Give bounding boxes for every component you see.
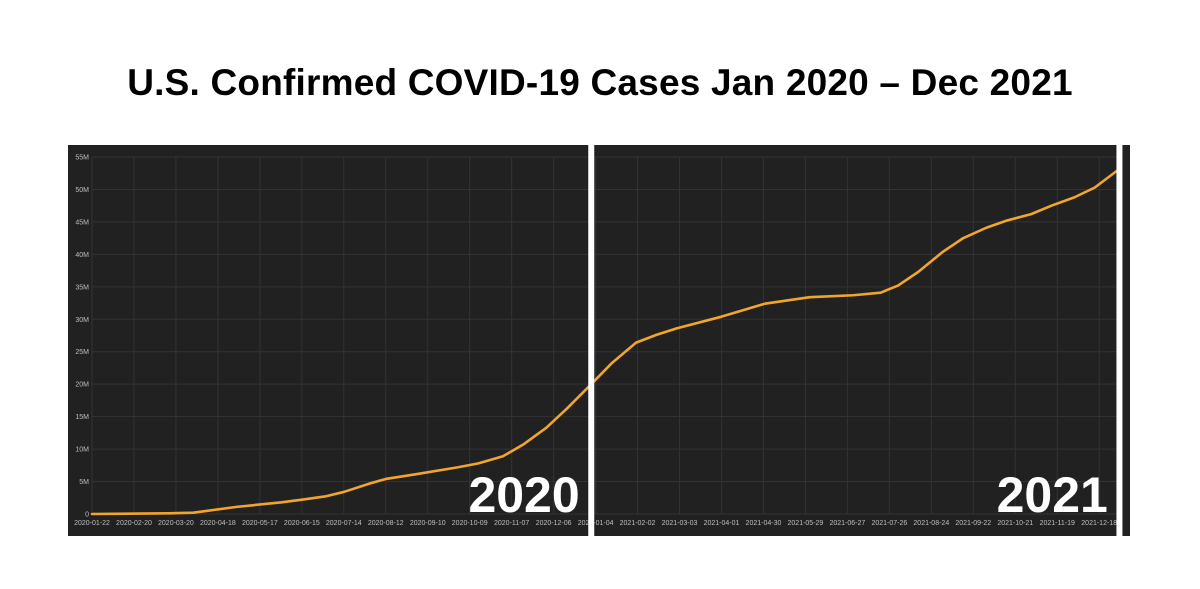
y-tick-label: 0: [85, 512, 89, 519]
y-tick-label: 50M: [75, 187, 89, 194]
x-tick-label: 2021-11-19: [1040, 520, 1075, 527]
x-tick-label: 2021-06-27: [829, 520, 865, 527]
x-axis: 2020-01-22 2020-02-20 2020-03-20 2020-04-18…: [74, 520, 1117, 527]
y-tick-label: 55M: [75, 155, 89, 162]
x-tick-label: 2021-04-01: [704, 520, 740, 527]
y-tick-label: 35M: [75, 284, 89, 291]
year-label-2020: 2020: [468, 467, 579, 523]
x-tick-label: 2020-12-06: [536, 520, 572, 527]
x-tick-label: 2020-08-12: [368, 520, 404, 527]
x-tick-label: 2020-09-10: [410, 520, 446, 527]
x-tick-label: 2020-06-15: [284, 520, 320, 527]
x-tick-label: 2020-02-20: [116, 520, 152, 527]
y-tick-label: 20M: [75, 382, 89, 389]
plot-background: [68, 145, 1130, 536]
x-tick-label: 2021-02-02: [620, 520, 656, 527]
year-divider: [588, 145, 595, 536]
y-tick-label: 25M: [75, 349, 89, 356]
y-tick-label: 5M: [79, 479, 89, 486]
chart-title: U.S. Confirmed COVID-19 Cases Jan 2020 –…: [127, 62, 1073, 103]
x-tick-label: 2021-09-22: [955, 520, 991, 527]
year-dividers: [588, 145, 1123, 536]
x-tick-label: 2021-08-24: [913, 520, 949, 527]
y-tick-label: 10M: [75, 447, 89, 454]
y-tick-label: 15M: [75, 414, 89, 421]
y-tick-label: 30M: [75, 317, 89, 324]
x-tick-label: 2021-10-21: [997, 520, 1033, 527]
x-tick-label: 2021-12-18: [1081, 520, 1117, 527]
x-tick-label: 2020-01-22: [74, 520, 110, 527]
x-tick-label: 2020-05-17: [242, 520, 278, 527]
series-line: [90, 168, 1120, 516]
x-tick-label: 2020-07-14: [326, 520, 362, 527]
x-tick-label: 2021-03-03: [662, 520, 698, 527]
y-tick-label: 45M: [75, 219, 89, 226]
year-annotations: 2020 2021: [468, 467, 1107, 523]
x-tick-label: 2020-10-09: [452, 520, 488, 527]
x-tick-label: 2021-07-26: [871, 520, 907, 527]
x-tick-label: 2021-05-29: [788, 520, 824, 527]
x-tick-label: 2021-04-30: [746, 520, 782, 527]
x-tick-label: 2020-03-20: [158, 520, 194, 527]
x-tick-label: 2020-11-07: [494, 520, 529, 527]
x-tick-label: 2020-04-18: [200, 520, 236, 527]
y-axis: 0 5M 10M 15M 20M 25M 30M 35M 40M 45M 50M 55M: [75, 155, 89, 519]
line-chart: 0 5M 10M 15M 20M 25M 30M 35M 40M 45M 50M 55M 2020-0…: [68, 145, 1130, 536]
x-tick-label: 2021-01-04: [578, 520, 614, 527]
year-divider: [1116, 145, 1123, 536]
year-label-2021: 2021: [997, 467, 1108, 523]
y-tick-label: 40M: [75, 252, 89, 259]
grid-lines: [91, 156, 1118, 515]
